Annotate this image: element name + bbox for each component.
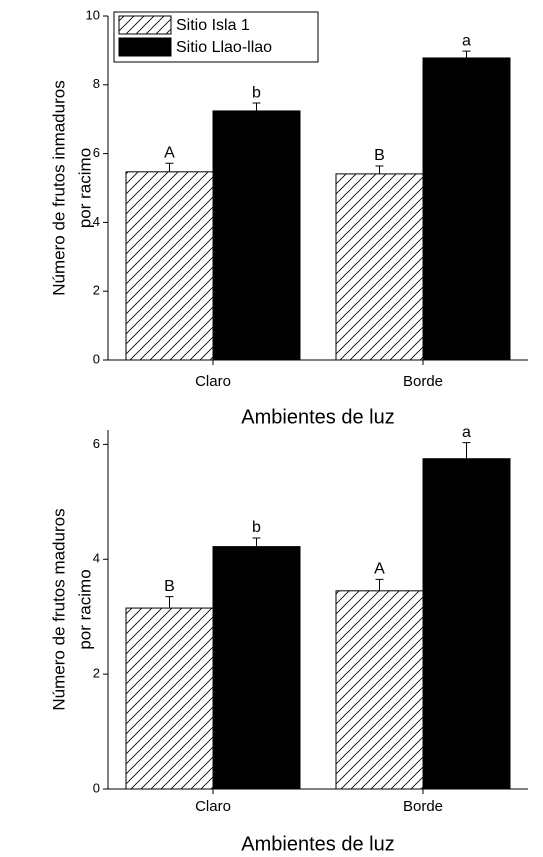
bar	[422, 57, 511, 361]
y-tick-label: 4	[93, 551, 100, 566]
bar	[212, 546, 301, 790]
error-bar	[252, 102, 261, 111]
y-tick-label: 6	[93, 436, 100, 451]
y-tick-label: 0	[93, 351, 100, 366]
x-tick-label: Claro	[195, 798, 231, 815]
bar	[335, 173, 424, 361]
bar	[125, 607, 214, 790]
error-bar	[462, 50, 471, 58]
legend-swatch	[118, 15, 172, 35]
significance-label: b	[252, 84, 261, 101]
significance-label: B	[374, 147, 385, 164]
legend-swatch	[118, 37, 172, 57]
error-bar	[165, 596, 174, 609]
bar	[212, 110, 301, 361]
error-bar	[252, 537, 261, 547]
x-tick-label: Borde	[403, 373, 443, 390]
significance-label: b	[252, 519, 261, 536]
y-axis-label: por racimo	[75, 148, 94, 228]
significance-label: a	[462, 32, 471, 49]
y-tick-label: 6	[93, 145, 100, 160]
chart: 0 2 4 6 Claro Bb Borde Aa Ambientes de luz Número…	[49, 424, 528, 855]
bar	[125, 171, 214, 361]
error-bar	[375, 578, 384, 591]
y-axis-label: por racimo	[75, 569, 94, 649]
significance-label: A	[374, 561, 385, 578]
y-tick-label: 10	[86, 7, 100, 22]
significance-label: A	[164, 144, 175, 161]
x-tick-label: Borde	[403, 798, 443, 815]
y-axis-label: Número de frutos maduros	[49, 508, 68, 710]
significance-label: B	[164, 578, 175, 595]
y-tick-label: 2	[93, 283, 100, 298]
y-tick-label: 2	[93, 666, 100, 681]
error-bar	[375, 165, 384, 174]
error-bar	[165, 162, 174, 172]
bar	[422, 458, 511, 790]
significance-label: a	[462, 424, 471, 441]
y-tick-label: 4	[93, 214, 100, 229]
x-axis-label: Ambientes de luz	[241, 833, 394, 855]
y-axis-label: Número de frutos inmaduros	[49, 80, 68, 295]
y-tick-label: 0	[93, 780, 100, 795]
legend-label: Sitio Isla 1	[176, 17, 250, 34]
y-tick-label: 8	[93, 76, 100, 91]
bar	[335, 590, 424, 790]
error-bar	[462, 442, 471, 459]
x-axis-label: Ambientes de luz	[241, 406, 394, 428]
chart: 0 2 4 6 8 10 Claro Ab Borde Ba Ambientes de luz Núm…	[49, 7, 528, 428]
x-tick-label: Claro	[195, 373, 231, 390]
legend-label: Sitio Llao-llao	[176, 39, 272, 56]
